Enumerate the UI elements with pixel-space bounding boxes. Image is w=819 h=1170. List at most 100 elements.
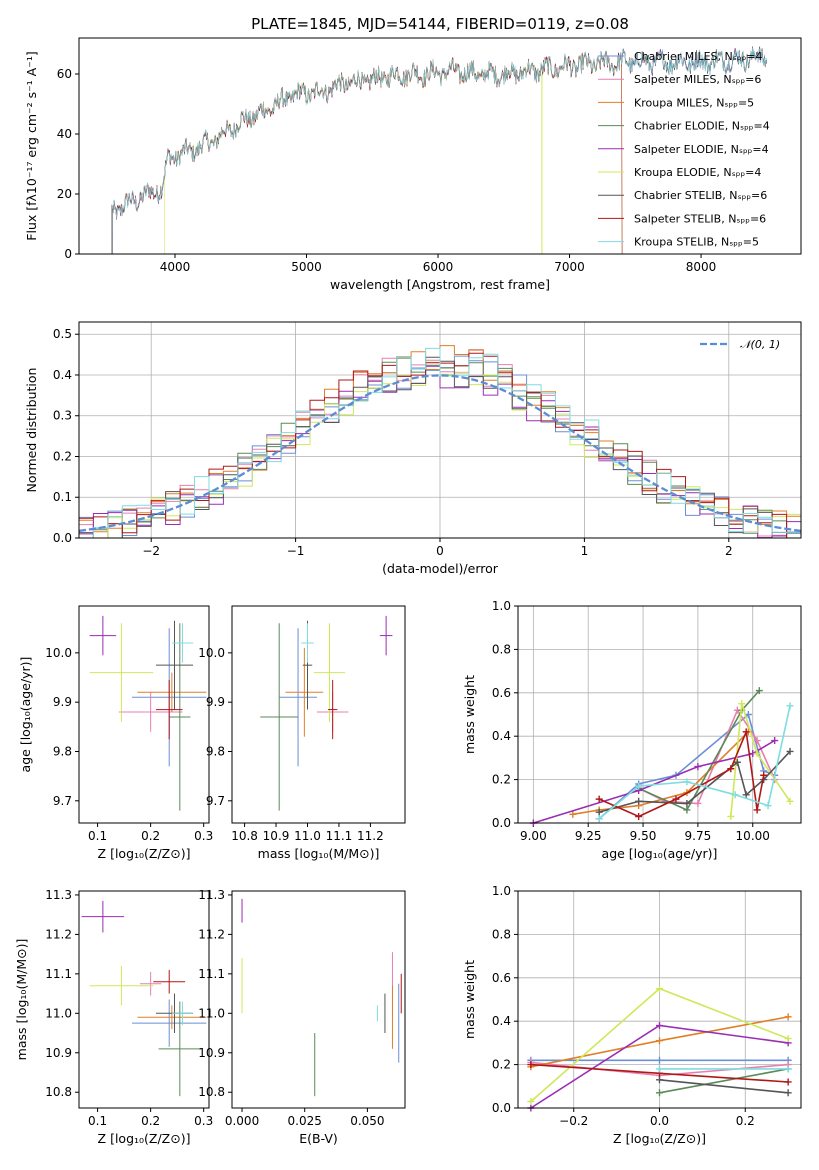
y-tick-label: 0.4	[53, 368, 72, 382]
mass_vs_Z-panel: 0.1 0.2 0.3 10.8 10.9 11.0 11.1 11.2 11.3 Z [log₁…	[14, 888, 213, 1146]
y-tick-label: 0.5	[53, 327, 72, 341]
x-tick-label: 9.00	[520, 829, 547, 843]
x-tick-label: 0.050	[350, 1114, 384, 1128]
chart-title: PLATE=1845, MJD=54144, FIBERID=0119, z=0…	[251, 15, 629, 33]
legend-entry-5: Kroupa ELODIE, Nₛₚₚ=4	[634, 166, 761, 179]
axes-frame	[517, 890, 802, 1109]
legend-gauss-label: 𝒩(0, 1)	[740, 338, 780, 351]
y-tick-label: 11.0	[198, 1006, 225, 1020]
gaussian-curve	[78, 374, 802, 533]
spectrum-series-8	[112, 47, 768, 255]
y-tick-label: 10.8	[198, 1085, 225, 1099]
legend-entry-6: Chabrier STELIB, Nₛₚₚ=6	[634, 189, 767, 202]
spectrum-panel: PLATE=1845, MJD=54144, FIBERID=0119, z=0…	[24, 15, 802, 292]
weight-marker-8-2	[683, 778, 691, 786]
x-tick-label: 5000	[291, 260, 322, 274]
legend-entry-3: Chabrier ELODIE, Nₛₚₚ=4	[634, 120, 770, 133]
weight-line-3	[659, 1068, 789, 1094]
x-tick-label: 0	[436, 544, 444, 558]
weight-marker-4-4	[771, 737, 779, 745]
y-tick-label: 0.1	[53, 490, 72, 504]
histogram-series-4	[79, 365, 801, 538]
weight_vs_age-panel: 9.00 9.25 9.50 9.75 10.00 0.0 0.2 0.4 0.6 0.8 1.0 a…	[462, 599, 802, 861]
x-tick-label: 0.3	[194, 829, 213, 843]
weight-marker-5-3	[786, 797, 794, 805]
y-tick-label: 0.2	[492, 1058, 511, 1072]
y-tick-label: 20	[57, 187, 72, 201]
y-tick-label: 0.6	[492, 686, 511, 700]
x-axis-label: (data-model)/error	[382, 561, 499, 576]
weight-marker-8-0	[595, 815, 603, 823]
y-tick-label: 10.8	[45, 1085, 72, 1099]
weight-marker-3-1	[683, 806, 691, 814]
x-axis-label: Z [log₁₀(Z/Z⊙)]	[98, 1131, 191, 1146]
weight-marker-6-1	[635, 797, 643, 805]
y-tick-label: 9.7	[53, 794, 72, 808]
y-tick-label: 9.8	[53, 744, 72, 758]
axes-frame	[78, 605, 210, 824]
weight-line-0	[598, 713, 775, 820]
y-tick-label: 11.2	[45, 927, 72, 941]
y-tick-label: 11.1	[45, 967, 72, 981]
weight-marker-8-3	[731, 791, 739, 799]
weight-marker-8-1	[635, 782, 643, 790]
y-axis-label: age [log₁₀(age/yr)]	[18, 657, 33, 773]
y-tick-label: 0.2	[53, 449, 72, 463]
weight-marker-8-5	[786, 702, 794, 710]
spectrum-series-7	[112, 50, 623, 255]
weight-marker-3-3	[755, 687, 763, 695]
legend-entry-4: Salpeter ELODIE, Nₛₚₚ=4	[634, 143, 769, 156]
axes-frame	[78, 321, 802, 539]
weight-marker-4-2	[694, 763, 702, 771]
x-axis-label: age [log₁₀(age/yr)]	[602, 846, 718, 861]
y-tick-label: 60	[57, 67, 72, 81]
y-tick-label: 0.6	[492, 971, 511, 985]
y-tick-label: 9.7	[206, 794, 225, 808]
x-tick-label: 0.3	[194, 1114, 213, 1128]
y-tick-label: 0	[64, 247, 72, 261]
legend-entry-7: Salpeter STELIB, Nₛₚₚ=6	[634, 212, 766, 225]
y-tick-label: 11.2	[198, 927, 225, 941]
weight-marker-2-0	[569, 810, 577, 818]
weight-marker-4-1	[656, 1022, 663, 1030]
weight-marker-0-1	[656, 1056, 663, 1064]
weight-marker-7-0	[527, 1061, 535, 1069]
weight-marker-0-3	[744, 711, 752, 718]
x-tick-label: 0.1	[88, 829, 107, 843]
axes-frame	[231, 605, 406, 824]
y-tick-label: 10.0	[45, 646, 72, 660]
weight-marker-6-0	[595, 808, 603, 816]
spectrum-series-5	[164, 52, 623, 255]
weight-marker-6-0	[656, 1076, 663, 1084]
y-tick-label: 40	[57, 127, 72, 141]
y-tick-label: 11.0	[45, 1006, 72, 1020]
weight-marker-6-3	[733, 758, 741, 766]
weight-marker-7-3	[727, 765, 735, 773]
x-tick-label: 0.1	[88, 1114, 107, 1128]
x-tick-label: 11.0	[294, 829, 321, 843]
weight-marker-5-2	[753, 750, 761, 758]
weight-marker-8-0	[656, 1065, 663, 1073]
weight-line-3	[638, 690, 760, 812]
x-axis-label: Z [log₁₀(Z/Z⊙)]	[613, 1131, 706, 1146]
x-tick-label: 7000	[554, 260, 585, 274]
y-tick-label: 9.9	[53, 695, 72, 709]
x-tick-label: 0.025	[288, 1114, 322, 1128]
axes-frame	[231, 890, 406, 1109]
x-tick-label: 11.1	[326, 829, 353, 843]
weight-marker-8-4	[764, 802, 772, 810]
x-tick-label: −1	[287, 544, 305, 558]
y-axis-label: mass [log₁₀(M/M⊙)]	[14, 939, 29, 1061]
y-tick-label: 9.8	[206, 744, 225, 758]
weight_vs_Z-panel: −0.2 0.0 0.2 0.0 0.2 0.4 0.6 0.8 1.0 Z [log₁₀(Z/Z…	[462, 884, 802, 1146]
weight-marker-7-2	[784, 1078, 792, 1086]
weight-marker-3-0	[656, 1089, 663, 1097]
x-tick-label: 0.000	[225, 1114, 259, 1128]
y-tick-label: 1.0	[492, 884, 511, 898]
y-tick-label: 10.9	[198, 1046, 225, 1060]
y-axis-label: mass weight	[462, 675, 477, 754]
y-tick-label: 9.9	[206, 695, 225, 709]
y-tick-label: 0.2	[492, 773, 511, 787]
weight-marker-8-1	[784, 1065, 792, 1073]
